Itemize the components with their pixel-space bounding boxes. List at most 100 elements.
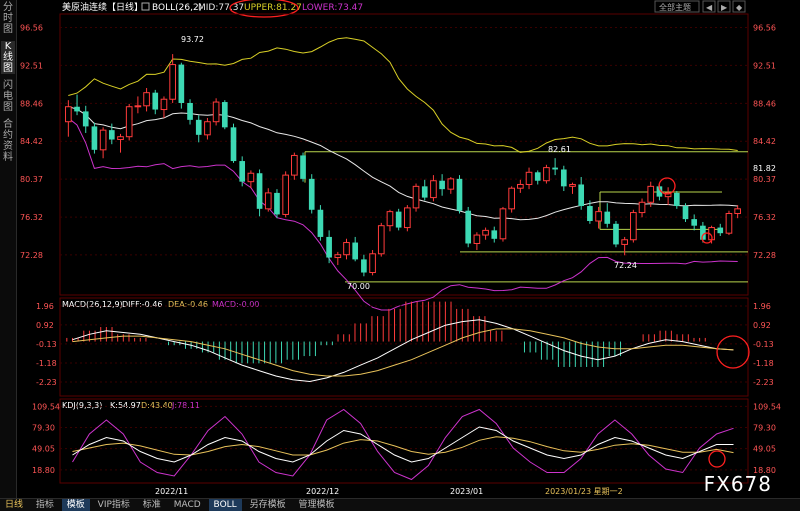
candle-body bbox=[117, 136, 124, 141]
macd-tick-left: 1.96 bbox=[36, 302, 54, 311]
candle-body bbox=[499, 208, 507, 240]
candle-body bbox=[534, 172, 541, 181]
scheme-button[interactable] bbox=[654, 0, 700, 13]
red-circle-macd bbox=[716, 335, 750, 369]
price-tick-left: 92.51 bbox=[20, 61, 43, 70]
price-tick-right: 92.51 bbox=[753, 61, 776, 70]
chart-title: 美原油连续【日线】 bbox=[62, 1, 143, 13]
tab-kline[interactable]: K线图 bbox=[1, 41, 15, 74]
x-label-jan: 2023/01 bbox=[450, 487, 483, 496]
tab-standard[interactable]: 标准 bbox=[142, 500, 161, 510]
candle-body bbox=[326, 236, 332, 258]
macd-dea-line bbox=[72, 328, 734, 377]
candle-body bbox=[604, 211, 611, 224]
candle-body bbox=[221, 102, 228, 128]
price-tick-left: 84.42 bbox=[20, 137, 43, 146]
candle-body bbox=[377, 225, 385, 255]
candle-body bbox=[508, 187, 515, 210]
candle-body bbox=[404, 207, 411, 229]
price-tick-right: 96.56 bbox=[753, 23, 776, 32]
candle-body bbox=[204, 121, 211, 136]
tab-contract[interactable]: 合约资料 bbox=[3, 119, 13, 163]
nav-next-button[interactable] bbox=[717, 0, 731, 13]
kdj-tick-right: 18.80 bbox=[753, 466, 776, 475]
candle-body bbox=[482, 229, 489, 236]
candle-body bbox=[82, 111, 89, 127]
period-selector[interactable]: 日线 bbox=[5, 500, 24, 510]
candle-body bbox=[587, 206, 593, 222]
candle-body bbox=[65, 106, 72, 123]
macd-tick-left: -2.23 bbox=[36, 378, 57, 387]
tab-macd[interactable]: MACD bbox=[173, 500, 201, 510]
tab-boll[interactable]: BOLL bbox=[208, 499, 242, 511]
macd-ticks: 1.96 1.96 0.92 0.92 -0.13 -0.13 -1.18 -1.18 -2.2… bbox=[36, 302, 774, 387]
bottom-bar: 日线 指标 模板 VIP指标 标准 MACD BOLL 另存模板 管理模板 bbox=[0, 498, 800, 511]
price-tick-left: 80.37 bbox=[20, 175, 43, 184]
macd-tick-right: -2.23 bbox=[753, 378, 774, 387]
x-label-cursor: 2023/01/23 星期一2 bbox=[545, 487, 623, 496]
candle-body bbox=[247, 172, 255, 183]
price-tick-right: 88.46 bbox=[753, 99, 776, 108]
candle-body bbox=[169, 64, 176, 100]
macd-lines bbox=[72, 319, 734, 383]
kdj-label: KDJ(9,3,3) bbox=[62, 401, 102, 410]
nav-menu-button[interactable] bbox=[732, 0, 746, 13]
nav-prev-button[interactable] bbox=[702, 0, 716, 13]
annotation-low: 70.00 bbox=[347, 282, 370, 291]
candle-body bbox=[439, 180, 445, 190]
nav-menu-icon: ◆ bbox=[736, 3, 743, 12]
candle-body bbox=[195, 119, 202, 135]
price-tick-right: 84.42 bbox=[753, 137, 776, 146]
candle-body bbox=[664, 192, 672, 198]
candle-body bbox=[212, 101, 220, 123]
candle-body bbox=[343, 242, 350, 256]
tab-indicator[interactable]: 指标 bbox=[35, 500, 54, 510]
candle-body bbox=[517, 183, 524, 189]
candle-body bbox=[412, 185, 420, 209]
red-circle-top bbox=[658, 177, 676, 195]
candle-body bbox=[395, 211, 402, 228]
macd-tick-right: -0.13 bbox=[753, 340, 774, 349]
x-label-dec: 2022/12 bbox=[306, 487, 339, 496]
candle-body bbox=[465, 210, 472, 244]
candle-body bbox=[152, 92, 159, 110]
annotation-low2: 72.24 bbox=[614, 261, 637, 270]
tab-manage-template[interactable]: 管理模板 bbox=[298, 500, 335, 510]
boll-checkbox[interactable] bbox=[141, 2, 150, 11]
price-annotations: 93.72 70.00 82.61 72.24 81.82 bbox=[181, 35, 776, 291]
tab-flash[interactable]: 闪电图 bbox=[3, 80, 13, 113]
price-panel-frame bbox=[59, 13, 749, 296]
candle-body bbox=[734, 208, 741, 215]
candle-body bbox=[187, 102, 193, 120]
kdj-k-label: K:54.97 bbox=[110, 401, 141, 410]
chart-canvas[interactable]: 美原油连续【日线】 BOLL(26,2) MID:77.37 UPPER:81.… bbox=[0, 0, 800, 498]
tab-vip-indicator[interactable]: VIP指标 bbox=[97, 500, 130, 510]
candle-body bbox=[691, 219, 698, 226]
kdj-tick-left: 18.80 bbox=[32, 466, 55, 475]
macd-tick-right: 0.92 bbox=[753, 321, 771, 330]
candle-body bbox=[334, 254, 342, 259]
candle-body bbox=[361, 259, 367, 273]
kdj-tick-right: 49.05 bbox=[753, 445, 776, 454]
tab-save-template[interactable]: 另存模板 bbox=[249, 500, 286, 510]
boll-lower-line bbox=[67, 117, 738, 311]
boll-mid: MID:77.37 bbox=[198, 3, 244, 13]
tab-timeshare[interactable]: 分时图 bbox=[3, 2, 13, 35]
annotation-high: 93.72 bbox=[181, 35, 204, 44]
candle-body bbox=[700, 225, 706, 240]
candle-body bbox=[491, 230, 498, 239]
macd-tick-right: -1.18 bbox=[753, 359, 774, 368]
macd-histogram bbox=[66, 301, 706, 367]
macd-diff-line bbox=[72, 319, 734, 383]
candle-body bbox=[525, 171, 533, 185]
macd-tick-left: -1.18 bbox=[36, 359, 57, 368]
candle-body bbox=[143, 92, 150, 107]
nav-prev-icon: ◀ bbox=[706, 3, 713, 12]
price-tick-left: 76.32 bbox=[20, 213, 43, 222]
candle-body bbox=[300, 155, 306, 179]
kdj-tick-right: 79.30 bbox=[753, 423, 776, 432]
macd-label: MACD(26,12,9) bbox=[62, 300, 123, 309]
macd-diff-label: DIFF:-0.46 bbox=[122, 300, 163, 309]
candle-body bbox=[673, 192, 680, 207]
tab-template[interactable]: 模板 bbox=[61, 499, 90, 511]
